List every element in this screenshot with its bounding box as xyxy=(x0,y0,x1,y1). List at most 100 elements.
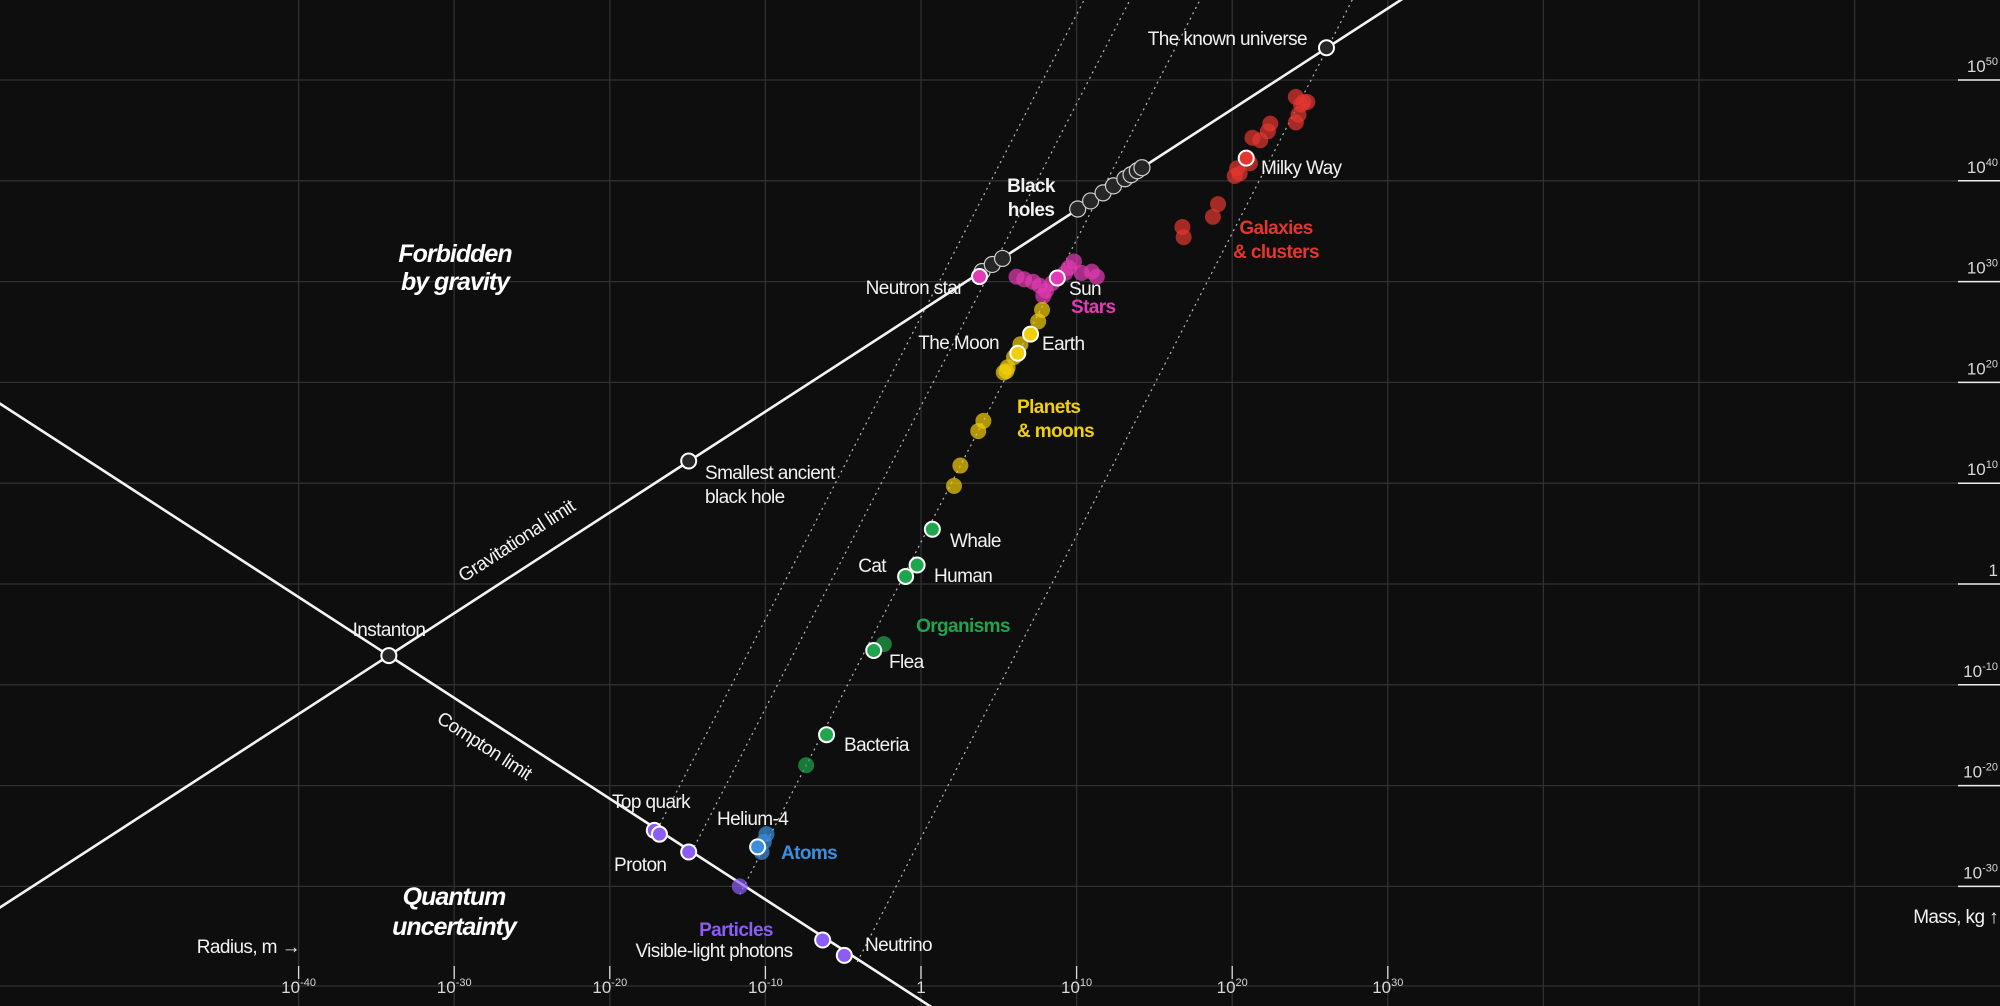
x-tick-label: 10-30 xyxy=(437,977,472,997)
galaxies-clusters-highlight-point xyxy=(1237,149,1255,167)
label-neutron-star: Neutron star xyxy=(866,278,965,299)
tick-exponent: -10 xyxy=(767,977,783,989)
black-holes-highlight-point xyxy=(380,647,398,665)
tick-exponent: -10 xyxy=(1982,661,1998,673)
y-tick-label: 1010 xyxy=(1967,459,1998,479)
planets-moons-point xyxy=(1030,313,1047,330)
black-holes-point xyxy=(1069,200,1087,218)
density-line xyxy=(653,0,1085,836)
tick-exponent: 20 xyxy=(1986,358,1998,370)
label-black-holes-2: holes xyxy=(1008,200,1055,221)
y-tick-label: 10-10 xyxy=(1963,661,1998,681)
label-particles: Particles xyxy=(699,920,773,941)
y-tick-label: 1030 xyxy=(1967,258,1998,278)
label-earth: Earth xyxy=(1042,334,1084,355)
galaxies-clusters-point xyxy=(1287,114,1304,131)
x-axis-label: Radius, m → xyxy=(197,937,300,958)
tick-base: 10 xyxy=(1967,460,1986,479)
particles-highlight-point xyxy=(814,931,832,949)
tick-exponent: 30 xyxy=(1986,258,1998,270)
particles-highlight-point xyxy=(680,843,698,861)
tick-exponent: 10 xyxy=(1080,977,1092,989)
density-line xyxy=(856,0,1353,963)
tick-exponent: 30 xyxy=(1391,977,1403,989)
y-tick-label: 10-30 xyxy=(1963,862,1998,882)
tick-exponent: -20 xyxy=(1982,762,1998,774)
label-organisms: Organisms xyxy=(916,616,1010,637)
black-holes-point xyxy=(993,249,1012,268)
organisms-highlight-point xyxy=(865,642,883,660)
tick-base: 10 xyxy=(1967,57,1986,76)
particles-highlight-point xyxy=(835,946,853,964)
label-milky-way: Milky Way xyxy=(1261,158,1343,179)
tick-base: 10 xyxy=(1967,158,1986,177)
particles-highlight-point xyxy=(650,825,668,843)
label-moon: The Moon xyxy=(918,333,999,354)
x-tick-label: 1030 xyxy=(1372,977,1403,997)
stars-highlight-point xyxy=(1048,269,1066,287)
label-atoms: Atoms xyxy=(781,843,837,864)
density-line xyxy=(688,0,1131,858)
density-lines xyxy=(653,0,1353,963)
x-tick-label: 10-10 xyxy=(748,977,783,997)
tick-base: 1 xyxy=(1989,561,1998,580)
label-instanton: Instanton xyxy=(353,620,426,641)
label-bacteria: Bacteria xyxy=(844,735,910,756)
organisms-highlight-point xyxy=(923,520,941,538)
tick-base: 1 xyxy=(916,978,925,997)
tick-exponent: -30 xyxy=(456,977,472,989)
planets-moons-point xyxy=(945,477,962,494)
label-forbidden-1: Forbidden xyxy=(398,240,512,268)
atoms-highlight-point xyxy=(749,838,767,856)
label-top-quark: Top quark xyxy=(612,792,691,813)
planets-moons-highlight-point xyxy=(1022,325,1040,343)
black-holes-point xyxy=(1082,192,1100,210)
black-holes-highlight-point xyxy=(1317,39,1335,57)
label-quantum-1: Quantum xyxy=(403,883,506,911)
label-cat: Cat xyxy=(858,556,887,577)
limit-lines xyxy=(0,0,1404,1006)
tick-exponent: 10 xyxy=(1986,459,1998,471)
data-points xyxy=(380,39,1335,964)
y-tick-label: 10-20 xyxy=(1963,762,1998,782)
label-black-holes-1: Black xyxy=(1007,176,1056,197)
particles-point xyxy=(731,878,748,895)
label-helium-4: Helium-4 xyxy=(717,809,789,830)
tick-base: 10 xyxy=(1061,978,1080,997)
planets-moons-point xyxy=(998,363,1015,380)
label-whale: Whale xyxy=(950,531,1001,552)
organisms-point xyxy=(798,757,815,774)
stars-point xyxy=(1065,253,1082,270)
tick-base: 10 xyxy=(1967,259,1986,278)
tick-base: 10 xyxy=(592,978,611,997)
x-tick-label: 10-20 xyxy=(592,977,627,997)
galaxies-clusters-point xyxy=(1252,132,1269,149)
tick-base: 10 xyxy=(1963,662,1982,681)
label-stars: Stars xyxy=(1071,297,1116,318)
label-forbidden-2: by gravity xyxy=(401,268,511,296)
label-galaxies-2: & clusters xyxy=(1233,242,1319,263)
black-holes-point xyxy=(1133,159,1151,177)
tick-exponent: -40 xyxy=(300,977,316,989)
stars-point xyxy=(1035,287,1052,304)
axis-ticks: 10-40 10-30 10-20 10-10 1 1010 1020 10301050104… xyxy=(281,56,2000,997)
label-smallest-bh-2: black hole xyxy=(705,487,785,508)
label-known-universe: The known universe xyxy=(1148,29,1307,50)
label-planets-1: Planets xyxy=(1017,397,1080,418)
planets-moons-point xyxy=(952,457,969,474)
label-galaxies-1: Galaxies xyxy=(1239,218,1312,239)
galaxies-clusters-point xyxy=(1210,196,1227,213)
x-tick-label: 10-40 xyxy=(281,977,316,997)
y-tick-label: 1 xyxy=(1989,561,1998,580)
tick-base: 10 xyxy=(1963,863,1982,882)
galaxies-clusters-point xyxy=(1231,165,1248,182)
tick-exponent: -20 xyxy=(611,977,627,989)
compton-limit-line xyxy=(0,402,933,1006)
gravitational-limit-line xyxy=(0,0,1404,910)
label-photons: Visible-light photons xyxy=(635,941,792,962)
x-tick-label: 1020 xyxy=(1217,977,1248,997)
label-sun: Sun xyxy=(1069,279,1101,300)
stars-highlight-point xyxy=(971,268,989,286)
